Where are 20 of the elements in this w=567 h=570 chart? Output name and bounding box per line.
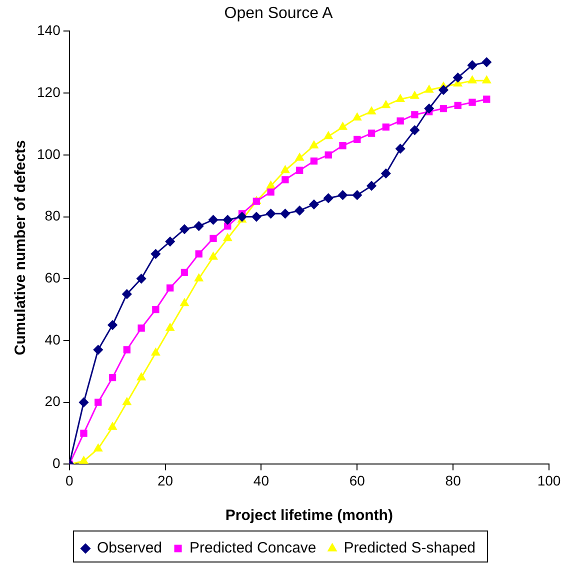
y-tick-label: 100 bbox=[37, 146, 61, 162]
x-tick-label: 0 bbox=[65, 472, 74, 488]
x-tick-label: 40 bbox=[253, 472, 270, 488]
y-tick-label: 140 bbox=[37, 22, 61, 38]
x-axis-title: Project lifetime (month) bbox=[225, 507, 393, 524]
y-tick-label: 40 bbox=[44, 331, 61, 348]
legend-label: Predicted S-shaped bbox=[344, 540, 476, 557]
x-tick-label: 100 bbox=[537, 472, 561, 488]
y-tick-label: 0 bbox=[52, 455, 61, 472]
y-axis-title: Cumulative number of defects bbox=[12, 140, 30, 356]
x-tick-label: 80 bbox=[445, 472, 462, 488]
x-tick-label: 20 bbox=[158, 472, 174, 488]
x-tick-label: 60 bbox=[349, 472, 366, 488]
legend-label: Predicted Concave bbox=[190, 540, 316, 557]
legend-label: Observed bbox=[96, 540, 162, 557]
y-tick-label: 80 bbox=[44, 208, 61, 224]
chart-title: Open Source A bbox=[224, 5, 334, 22]
y-tick-label: 60 bbox=[44, 269, 61, 286]
y-tick-label: 20 bbox=[44, 393, 61, 410]
y-tick-label: 120 bbox=[37, 84, 61, 100]
